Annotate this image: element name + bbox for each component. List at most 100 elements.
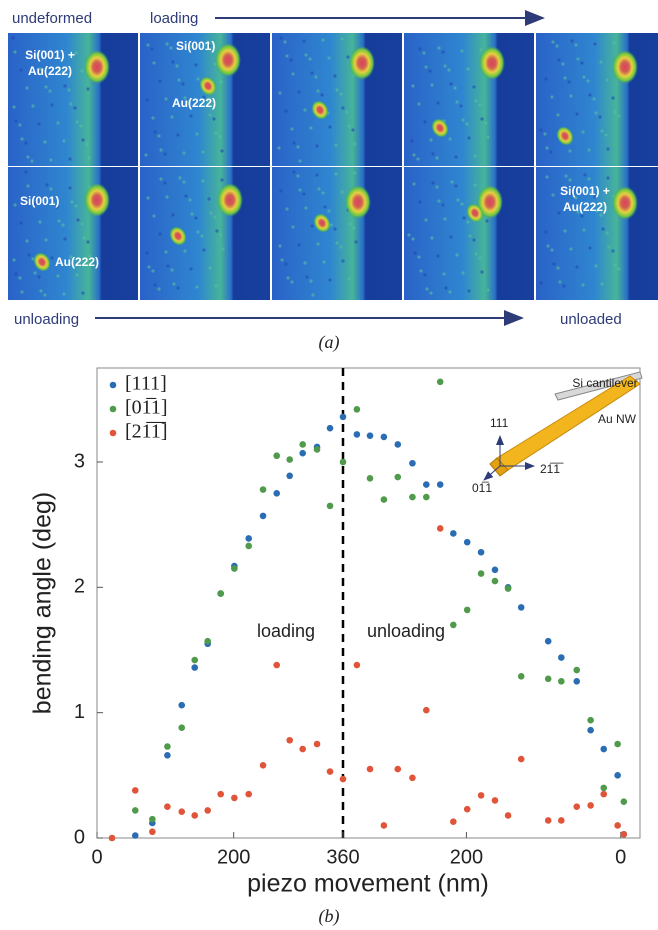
noise-speck bbox=[302, 192, 306, 196]
noise-speck bbox=[461, 271, 465, 275]
point bbox=[517, 604, 525, 611]
noise-speck bbox=[165, 42, 169, 46]
unloading-annotation: unloading bbox=[367, 621, 445, 641]
noise-speck bbox=[340, 37, 344, 41]
noise-speck bbox=[347, 124, 351, 128]
noise-speck bbox=[466, 220, 470, 224]
point bbox=[353, 431, 361, 438]
point bbox=[517, 755, 525, 763]
noise-speck bbox=[297, 243, 301, 247]
noise-speck bbox=[484, 121, 488, 125]
inset-label: Au NW bbox=[598, 412, 637, 426]
point bbox=[463, 538, 471, 546]
noise-speck bbox=[303, 108, 307, 112]
noise-speck bbox=[296, 145, 300, 149]
noise-speck bbox=[37, 122, 41, 126]
axis-arrow bbox=[483, 465, 501, 481]
noise-speck bbox=[555, 44, 559, 48]
noise-speck bbox=[70, 200, 74, 204]
noise-speck bbox=[569, 247, 573, 251]
noise-speck bbox=[320, 93, 324, 97]
noise-speck bbox=[11, 36, 15, 40]
point bbox=[178, 808, 186, 815]
legend-label: [111] bbox=[125, 373, 167, 395]
noise-speck bbox=[588, 246, 592, 250]
noise-speck bbox=[352, 226, 356, 230]
noise-speck bbox=[611, 96, 615, 100]
tile-label: Si(001) + bbox=[560, 184, 610, 198]
noise-speck bbox=[570, 192, 574, 196]
noise-speck bbox=[617, 267, 621, 271]
au-peak bbox=[169, 226, 187, 246]
noise-speck bbox=[436, 254, 440, 258]
noise-speck bbox=[292, 141, 296, 145]
point bbox=[558, 817, 565, 824]
au-peak bbox=[466, 203, 484, 223]
noise-speck bbox=[63, 237, 67, 241]
si-peak bbox=[612, 50, 638, 84]
noise-speck bbox=[207, 44, 211, 48]
point bbox=[573, 666, 581, 674]
point bbox=[587, 802, 594, 809]
noise-speck bbox=[563, 229, 567, 233]
noise-speck bbox=[558, 280, 562, 284]
noise-speck bbox=[581, 283, 585, 287]
noise-speck bbox=[284, 262, 288, 266]
noise-speck bbox=[14, 119, 18, 123]
noise-speck bbox=[601, 227, 605, 231]
noise-speck bbox=[543, 132, 547, 136]
noise-speck bbox=[290, 280, 294, 284]
noise-speck bbox=[351, 128, 355, 132]
y-tick-label: 3 bbox=[74, 450, 85, 472]
noise-speck bbox=[189, 267, 193, 271]
noise-speck bbox=[315, 173, 319, 177]
noise-speck bbox=[50, 256, 54, 260]
point bbox=[273, 490, 281, 497]
noise-speck bbox=[467, 136, 471, 140]
noise-speck bbox=[188, 198, 192, 202]
noise-speck bbox=[334, 172, 338, 176]
noise-speck bbox=[570, 39, 574, 43]
noise-speck bbox=[581, 130, 585, 134]
noise-speck bbox=[460, 49, 464, 53]
point bbox=[394, 473, 402, 481]
noise-speck bbox=[310, 71, 314, 75]
point bbox=[614, 740, 621, 748]
noise-speck bbox=[472, 238, 476, 242]
noise-speck bbox=[417, 255, 421, 259]
noise-speck bbox=[13, 203, 17, 207]
noise-speck bbox=[163, 181, 167, 185]
noise-speck bbox=[181, 82, 185, 86]
noise-speck bbox=[587, 148, 591, 152]
noise-speck bbox=[435, 156, 439, 160]
noise-speck bbox=[170, 268, 174, 272]
noise-speck bbox=[298, 188, 302, 192]
noise-speck bbox=[574, 196, 578, 200]
x-tick-label: 0 bbox=[91, 846, 102, 868]
noise-speck bbox=[588, 93, 592, 97]
noise-speck bbox=[221, 247, 225, 251]
point bbox=[450, 530, 457, 537]
point bbox=[380, 822, 388, 829]
noise-speck bbox=[48, 89, 52, 93]
noise-speck bbox=[575, 265, 579, 269]
noise-speck bbox=[327, 56, 331, 60]
point bbox=[558, 654, 565, 661]
noise-speck bbox=[182, 151, 186, 155]
noise-speck bbox=[86, 240, 90, 244]
au-peak bbox=[33, 252, 51, 272]
noise-speck bbox=[600, 129, 604, 133]
noise-speck bbox=[486, 135, 490, 139]
tile-label: Au(222) bbox=[28, 64, 72, 78]
point bbox=[164, 803, 171, 810]
point bbox=[517, 673, 525, 680]
noise-speck bbox=[56, 274, 60, 278]
noise-speck bbox=[157, 287, 161, 291]
point bbox=[423, 706, 430, 714]
noise-speck bbox=[430, 236, 434, 240]
point bbox=[620, 830, 628, 838]
noise-speck bbox=[304, 53, 308, 57]
noise-speck bbox=[145, 251, 149, 255]
noise-speck bbox=[20, 290, 24, 294]
tile-label: Si(001) + bbox=[25, 48, 75, 62]
